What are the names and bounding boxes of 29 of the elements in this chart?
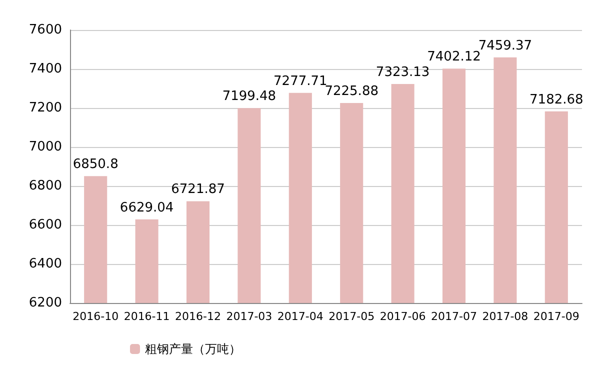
legend-label: 粗钢产量（万吨） bbox=[145, 342, 241, 356]
data-label: 7402.12 bbox=[427, 50, 481, 65]
y-tick-label: 6400 bbox=[28, 256, 62, 272]
y-tick-label: 6200 bbox=[28, 296, 62, 310]
x-tick-label: 2017-03 bbox=[226, 310, 272, 323]
x-tick-label: 2017-06 bbox=[380, 310, 426, 323]
y-tick-label: 6800 bbox=[28, 178, 62, 194]
data-label: 7277.71 bbox=[274, 74, 328, 89]
data-label: 7225.88 bbox=[324, 84, 378, 99]
data-label: 7459.37 bbox=[478, 38, 532, 54]
x-tick-label: 2017-08 bbox=[482, 310, 528, 323]
y-tick-label: 6600 bbox=[28, 218, 62, 232]
y-tick-label: 7400 bbox=[28, 62, 62, 76]
x-tick-label: 2016-10 bbox=[72, 310, 119, 323]
x-tick-label: 2016-11 bbox=[124, 310, 170, 323]
data-label: 7323.13 bbox=[376, 64, 430, 80]
x-tick-label: 2017-09 bbox=[533, 310, 580, 323]
x-tick-label: 2017-04 bbox=[277, 310, 324, 323]
data-label: 6850.8 bbox=[72, 157, 118, 172]
y-tick-label: 7200 bbox=[28, 100, 62, 116]
data-label: 7199.48 bbox=[222, 89, 276, 104]
data-label: 6721.87 bbox=[171, 182, 225, 198]
x-tick-label: 2017-07 bbox=[431, 310, 477, 323]
y-tick-label: 7000 bbox=[28, 140, 62, 154]
x-tick-label: 2016-12 bbox=[175, 310, 221, 323]
data-label: 7182.68 bbox=[530, 92, 584, 108]
y-tick-label: 7600 bbox=[28, 22, 62, 38]
x-tick-label: 2017-05 bbox=[328, 310, 375, 323]
data-label: 6629.04 bbox=[120, 200, 174, 216]
